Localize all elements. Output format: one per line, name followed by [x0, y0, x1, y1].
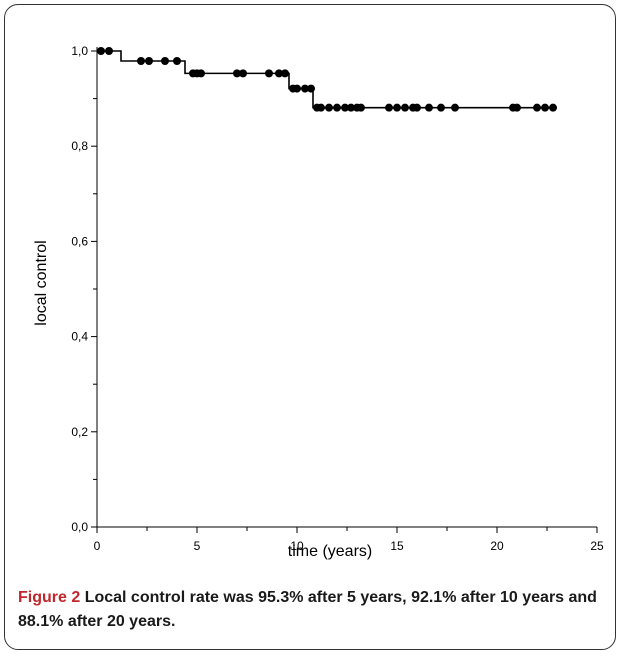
caption-text: Local control rate was 95.3% after 5 yea…: [18, 589, 597, 630]
x-tick-label: 10: [290, 539, 304, 553]
censor-point: [437, 103, 445, 112]
x-tick-label: 20: [490, 539, 504, 553]
ticks: 0 5 10 15 20 25 0,0 0,2 0,4 0,6 0,8 1,0: [71, 44, 604, 553]
censor-point: [549, 103, 557, 112]
x-tick-label: 25: [590, 539, 604, 553]
censor-point: [265, 69, 273, 78]
censor-point: [357, 103, 365, 112]
x-tick-label: 0: [94, 539, 101, 553]
y-tick-label: 0,4: [71, 330, 88, 344]
censor-point: [541, 103, 549, 112]
y-tick-label: 0,0: [71, 520, 88, 534]
censor-point: [197, 69, 205, 78]
censor-point: [105, 47, 113, 55]
censor-point: [333, 103, 341, 112]
x-axis-label: time (years): [288, 543, 372, 560]
censor-point: [451, 103, 459, 112]
censor-point: [161, 56, 169, 65]
censor-point: [301, 84, 309, 93]
censor-point: [145, 56, 153, 65]
axes: [96, 47, 597, 528]
km-chart: 0 5 10 15 20 25 0,0 0,2 0,4 0,6 0,8 1,0 time (years…: [33, 44, 604, 560]
censor-point: [513, 103, 521, 112]
censor-point: [385, 103, 393, 112]
y-tick-label: 0,8: [71, 139, 88, 153]
figure-frame: [4, 4, 616, 650]
y-tick-label: 0,2: [71, 425, 88, 439]
censor-point: [347, 103, 355, 112]
censor-point: [275, 69, 283, 78]
censor-point: [325, 103, 333, 112]
censor-point: [239, 69, 247, 78]
censor-point: [401, 103, 409, 112]
censor-point: [233, 69, 241, 78]
censor-point: [341, 103, 349, 112]
censor-point: [293, 84, 301, 93]
y-tick-label: 0,6: [71, 234, 88, 248]
censor-point: [393, 103, 401, 112]
y-axis-label: local control: [33, 240, 50, 325]
x-tick-label: 15: [390, 539, 404, 553]
censor-marks: [97, 47, 557, 112]
censor-point: [317, 103, 325, 112]
censor-point: [137, 56, 145, 65]
censor-point: [425, 103, 433, 112]
x-tick-label: 5: [194, 539, 201, 553]
y-tick-label: 1,0: [71, 44, 88, 58]
censor-point: [307, 84, 315, 93]
censor-point: [97, 47, 105, 55]
censor-point: [173, 56, 181, 65]
censor-point: [281, 69, 289, 78]
censor-point: [533, 103, 541, 112]
censor-point: [413, 103, 421, 112]
figure-caption: Figure 2 Local control rate was 95.3% af…: [18, 586, 608, 634]
caption-label: Figure 2: [18, 589, 81, 606]
